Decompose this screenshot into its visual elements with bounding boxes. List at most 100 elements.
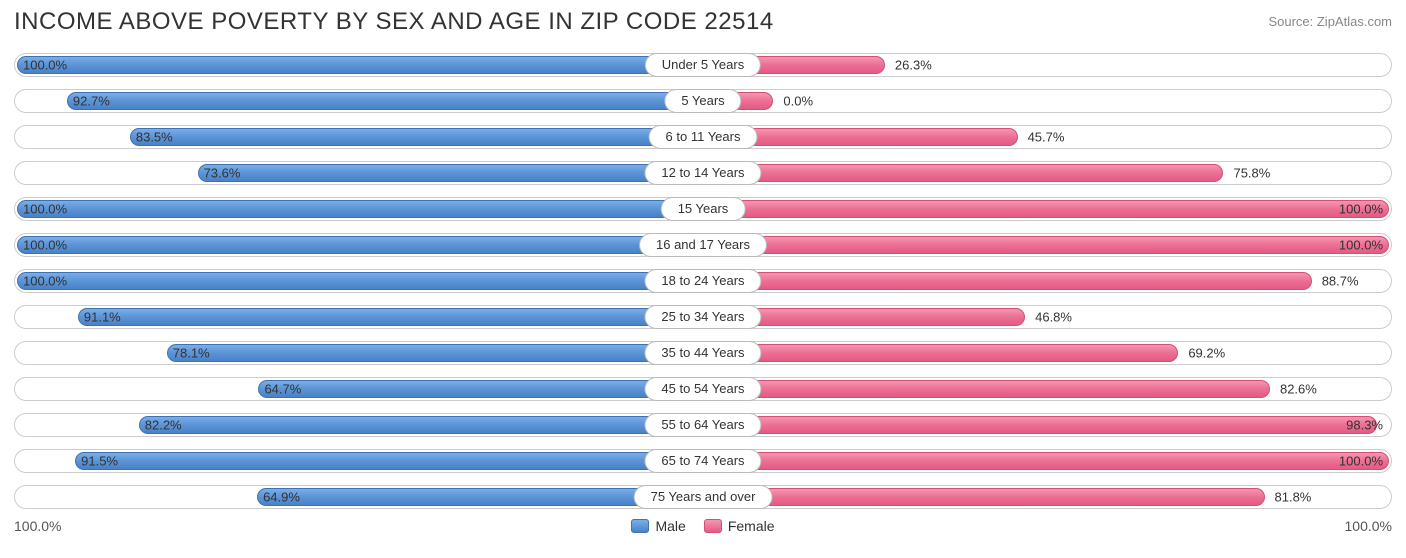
male-track: 78.1% (14, 341, 700, 365)
male-track: 73.6% (14, 161, 700, 185)
male-bar (258, 380, 697, 398)
category-label: 16 and 17 Years (639, 233, 767, 257)
category-label: Under 5 Years (645, 53, 761, 77)
female-value-label: 98.3% (1346, 418, 1383, 433)
female-value-label: 81.8% (1275, 490, 1312, 505)
male-track: 83.5% (14, 125, 700, 149)
female-value-label: 46.8% (1035, 310, 1072, 325)
data-row: 100.0% 100.0% 16 and 17 Years (14, 230, 1392, 260)
male-bar (78, 308, 697, 326)
data-row: 100.0% 26.3% Under 5 Years (14, 50, 1392, 80)
male-value-label: 91.5% (81, 454, 118, 469)
data-row: 92.7% 0.0% 5 Years (14, 86, 1392, 116)
female-value-label: 45.7% (1028, 130, 1065, 145)
male-track: 100.0% (14, 197, 700, 221)
female-track: 100.0% (706, 197, 1392, 221)
category-label: 75 Years and over (634, 485, 773, 509)
chart-container: INCOME ABOVE POVERTY BY SEX AND AGE IN Z… (0, 0, 1406, 558)
data-row: 73.6% 75.8% 12 to 14 Years (14, 158, 1392, 188)
male-value-label: 91.1% (84, 310, 121, 325)
female-track: 75.8% (706, 161, 1392, 185)
male-bar (67, 92, 697, 110)
female-track: 46.8% (706, 305, 1392, 329)
male-bar (17, 56, 697, 74)
male-bar (257, 488, 697, 506)
chart-rows: 100.0% 26.3% Under 5 Years 92.7% 0.0% 5 Years… (14, 50, 1392, 512)
data-row: 78.1% 69.2%35 to 44 Years (14, 338, 1392, 368)
data-row: 64.7% 82.6% 45 to 54 Years (14, 374, 1392, 404)
male-value-label: 82.2% (145, 418, 182, 433)
male-track: 91.1% (14, 305, 700, 329)
female-value-label: 75.8% (1233, 166, 1270, 181)
chart-source: Source: ZipAtlas.com (1268, 8, 1392, 29)
female-track: 98.3% (706, 413, 1392, 437)
category-label: 15 Years (661, 197, 746, 221)
male-bar (17, 236, 697, 254)
female-track: 69.2% (706, 341, 1392, 365)
male-value-label: 64.9% (263, 490, 300, 505)
data-row: 82.2%98.3%55 to 64 Years (14, 410, 1392, 440)
male-value-label: 78.1% (173, 346, 210, 361)
category-label: 6 to 11 Years (649, 125, 758, 149)
female-bar (709, 272, 1312, 290)
male-value-label: 100.0% (23, 202, 67, 217)
female-value-label: 88.7% (1322, 274, 1359, 289)
female-value-label: 0.0% (783, 94, 813, 109)
female-track: 0.0% (706, 89, 1392, 113)
legend: Male Female (631, 518, 774, 534)
legend-male: Male (631, 518, 685, 534)
female-bar (709, 380, 1270, 398)
male-value-label: 100.0% (23, 58, 67, 73)
female-value-label: 100.0% (1339, 238, 1383, 253)
male-value-label: 100.0% (23, 238, 67, 253)
category-label: 25 to 34 Years (644, 305, 761, 329)
male-bar (198, 164, 697, 182)
female-bar (709, 488, 1265, 506)
female-bar (709, 164, 1223, 182)
female-track: 100.0% (706, 449, 1392, 473)
data-row: 64.9% 81.8% 75 Years and over (14, 482, 1392, 512)
category-label: 5 Years (664, 89, 741, 113)
female-track: 82.6% (706, 377, 1392, 401)
female-value-label: 100.0% (1339, 202, 1383, 217)
female-bar (709, 344, 1178, 362)
female-track: 81.8% (706, 485, 1392, 509)
data-row: 91.1% 46.8% 25 to 34 Years (14, 302, 1392, 332)
male-track: 91.5% (14, 449, 700, 473)
category-label: 12 to 14 Years (644, 161, 761, 185)
axis-left-label: 100.0% (14, 518, 61, 534)
data-row: 83.5% 45.7% 6 to 11 Years (14, 122, 1392, 152)
female-track: 88.7% (706, 269, 1392, 293)
male-bar (139, 416, 697, 434)
male-value-label: 92.7% (73, 94, 110, 109)
female-track: 100.0% (706, 233, 1392, 257)
male-bar (17, 200, 697, 218)
female-value-label: 82.6% (1280, 382, 1317, 397)
male-value-label: 73.6% (204, 166, 241, 181)
male-track: 100.0% (14, 53, 700, 77)
category-label: 45 to 54 Years (644, 377, 761, 401)
female-track: 45.7% (706, 125, 1392, 149)
male-bar (17, 272, 697, 290)
data-row: 100.0%88.7%18 to 24 Years (14, 266, 1392, 296)
female-swatch-icon (704, 519, 722, 533)
male-track: 64.7% (14, 377, 700, 401)
male-bar (167, 344, 697, 362)
male-track: 100.0% (14, 233, 700, 257)
female-value-label: 26.3% (895, 58, 932, 73)
male-track: 92.7% (14, 89, 700, 113)
female-track: 26.3% (706, 53, 1392, 77)
male-swatch-icon (631, 519, 649, 533)
male-track: 82.2% (14, 413, 700, 437)
female-bar (709, 416, 1377, 434)
female-bar (709, 200, 1389, 218)
chart-header: INCOME ABOVE POVERTY BY SEX AND AGE IN Z… (14, 8, 1392, 36)
female-value-label: 100.0% (1339, 454, 1383, 469)
data-row: 91.5%100.0%65 to 74 Years (14, 446, 1392, 476)
male-value-label: 83.5% (136, 130, 173, 145)
legend-female-label: Female (728, 518, 775, 534)
category-label: 35 to 44 Years (644, 341, 761, 365)
female-bar (709, 452, 1389, 470)
male-track: 64.9% (14, 485, 700, 509)
male-value-label: 100.0% (23, 274, 67, 289)
